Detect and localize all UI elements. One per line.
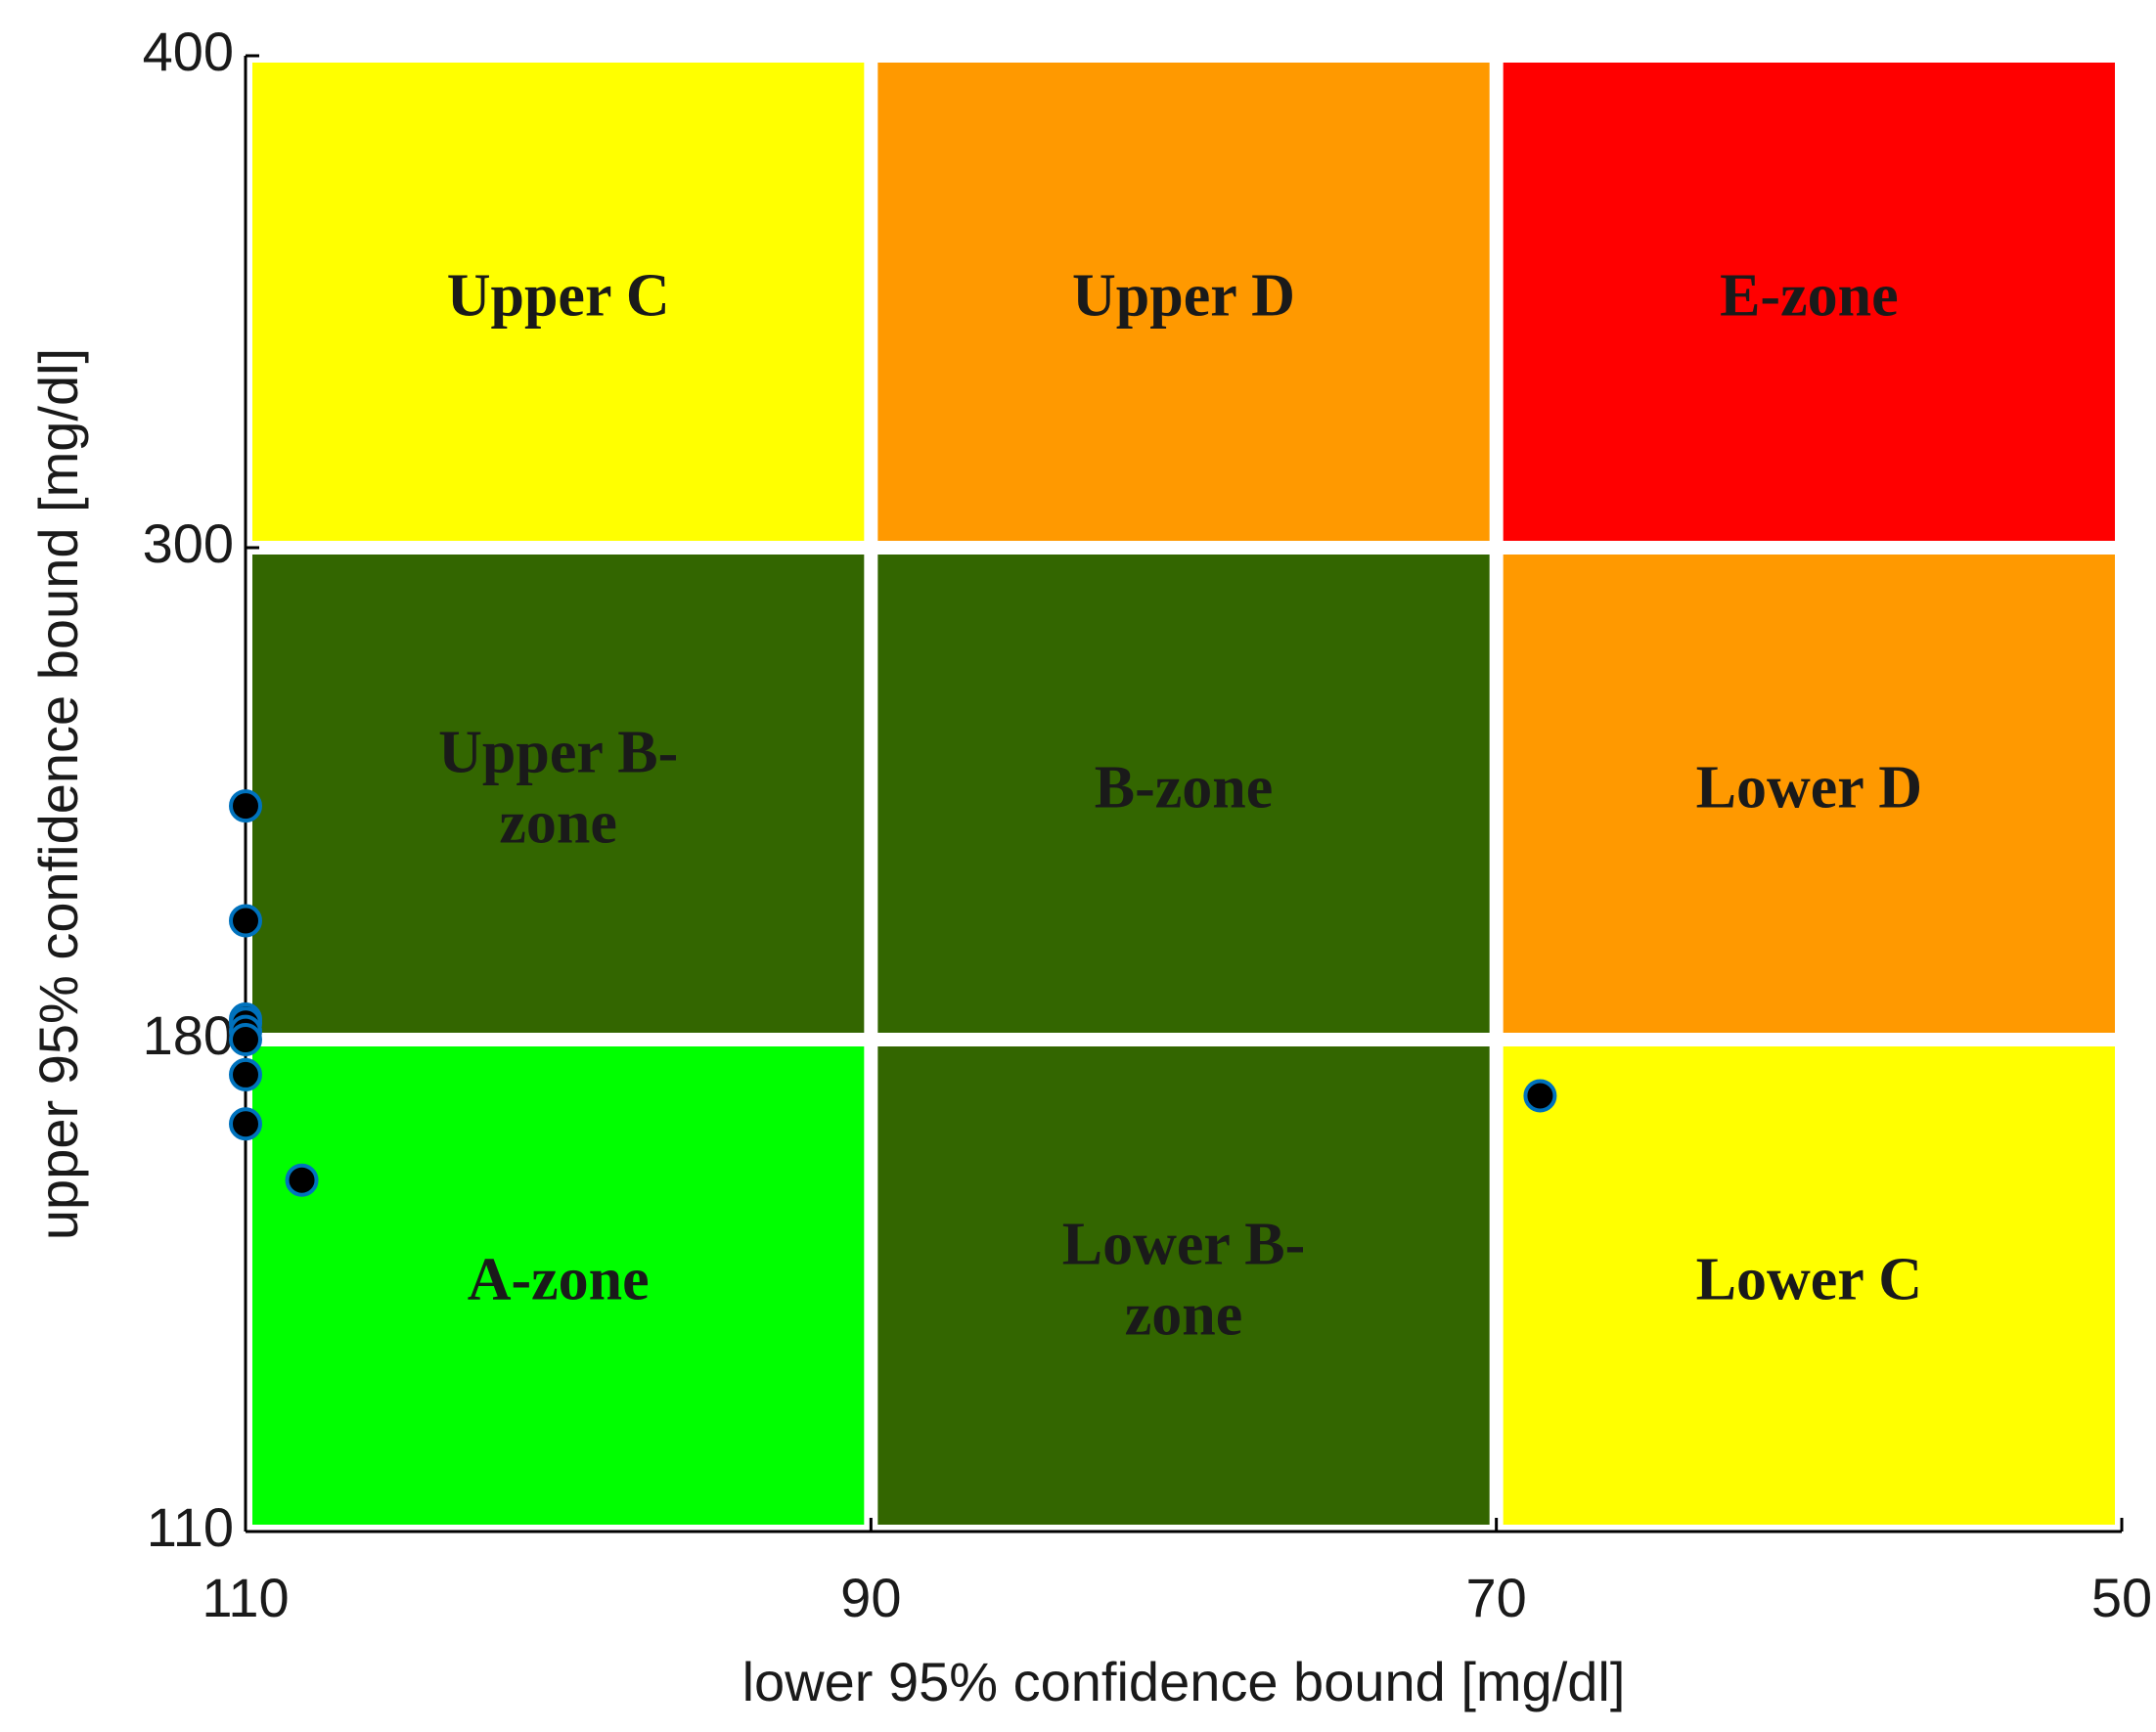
- x-tick-label: 50: [2091, 1567, 2152, 1628]
- point: [285, 1163, 319, 1197]
- zone-label: A-zone: [468, 1247, 650, 1313]
- x-tick-label: 110: [202, 1567, 289, 1628]
- zone-label: Lower D: [1696, 755, 1922, 822]
- point: [229, 1023, 262, 1056]
- zone-label: zone: [499, 790, 617, 857]
- zone: [252, 555, 865, 1033]
- point: [1523, 1079, 1557, 1113]
- zone-label: Upper D: [1072, 263, 1295, 330]
- zone: [1503, 63, 2115, 541]
- zone: [252, 1046, 865, 1525]
- zone-label: Upper B-: [438, 720, 678, 786]
- zone-label: E-zone: [1720, 263, 1899, 330]
- point: [229, 1057, 262, 1091]
- point: [229, 904, 262, 938]
- zone: [1503, 1046, 2115, 1525]
- zone-label: zone: [1125, 1282, 1243, 1349]
- zone: [1503, 555, 2115, 1033]
- y-tick-label: 300: [143, 512, 234, 574]
- y-tick-label: 400: [143, 21, 234, 82]
- x-tick-label: 90: [840, 1567, 901, 1628]
- zone: [252, 63, 865, 541]
- y-axis-title: upper 95% confidence bound [mg/dl]: [27, 348, 89, 1240]
- zone-label: Lower C: [1696, 1247, 1922, 1313]
- point: [229, 1107, 262, 1141]
- zone-label: Upper C: [447, 263, 670, 330]
- zone: [877, 555, 1490, 1033]
- x-tick-label: 70: [1466, 1567, 1527, 1628]
- y-tick-label: 180: [143, 1004, 234, 1066]
- zone-label: B-zone: [1095, 755, 1274, 822]
- x-axis-title: lower 95% confidence bound [mg/dl]: [742, 1651, 1626, 1712]
- zone: [877, 1046, 1490, 1525]
- point: [229, 789, 262, 823]
- zone-label: Lower B-: [1062, 1212, 1306, 1278]
- zone: [877, 63, 1490, 541]
- y-tick-label: 110: [147, 1496, 234, 1558]
